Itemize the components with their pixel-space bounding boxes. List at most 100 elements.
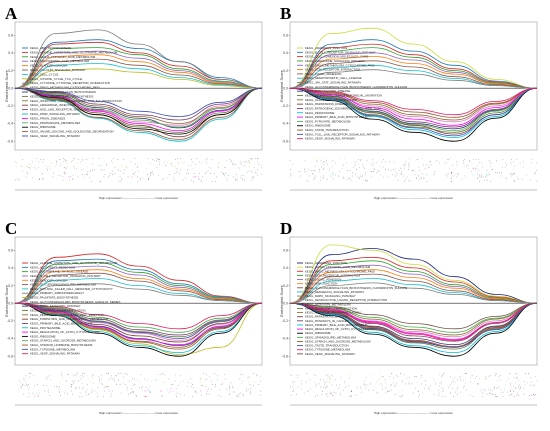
legend-entry: KEGG_BLADDER_CANCER xyxy=(30,64,67,68)
series-line xyxy=(14,302,263,350)
plot-frame xyxy=(14,236,263,366)
legend-entry: KEGG_ABC_TRANSPORTERS xyxy=(30,46,71,50)
legend-entry: KEGG_ADHERENS_JUNCTION xyxy=(305,46,347,50)
legend-entry: KEGG_GLYCOSAMINOGLYCAN_BIOSYNTHESIS_CHON… xyxy=(305,85,407,89)
legend-entry: KEGG_STARCH_AND_SUCROSE_METABOLISM xyxy=(30,339,96,343)
series-line xyxy=(14,87,263,133)
panel-a: A 0.6 0.4 0.2 0.0 -0.2 -0.4 -0.6 Enrichment Scor… xyxy=(0,0,275,215)
legend-entry: KEGG_PYRUVATE_METABOLISM xyxy=(305,119,351,123)
y-tick-label: 0.4 xyxy=(8,266,13,270)
series-line xyxy=(14,87,263,121)
legend-entry: KEGG_REGULATION_OF_ACTIN_CYTOSKELETON xyxy=(30,330,99,334)
series-line xyxy=(289,43,538,89)
series-line xyxy=(289,55,538,89)
y-tick-label: 0.6 xyxy=(283,248,288,252)
legend-entry: KEGG_GLYCOSPHINGOLIPID_BIOSYNTHESIS xyxy=(30,94,93,98)
legend-entry: KEGG_ALLOGRAFT_REJECTION xyxy=(30,265,75,269)
legend-entry: KEGG_OLFACTORY_TRANSDUCTION xyxy=(305,306,357,310)
legend-entry: KEGG_RIBOSOME xyxy=(305,331,331,335)
panel-d: D 0.6 0.4 0.2 0.0 -0.2 -0.4 -0.6 Enrichment Scor… xyxy=(275,215,550,430)
hit-barcode-strip xyxy=(290,373,538,397)
x-axis-label: High expression<------------------------… xyxy=(374,411,454,415)
legend-entry: KEGG_BLADDER_CANCER xyxy=(30,278,67,282)
y-tick-label: -0.2 xyxy=(7,319,13,323)
legend-entry: KEGG_FOCAL_ADHESION xyxy=(305,72,341,76)
legend-entry: KEGG_ECM_RECEPTOR_INTERACTION xyxy=(305,273,360,277)
series-line xyxy=(289,87,538,121)
series-line xyxy=(14,87,263,128)
y-tick-label: 0.0 xyxy=(8,301,13,305)
legend-entry: KEGG_CITRATE_CYCLE_TCA_CYCLE xyxy=(30,77,82,81)
legend-entry: KEGG_MAPK_SIGNALING_PATHWAY xyxy=(305,294,356,298)
series-line xyxy=(14,302,263,354)
series-line xyxy=(289,260,538,304)
legend-entry: KEGG_VEGF_SIGNALING_PATHWAY xyxy=(305,352,355,356)
legend-entry: KEGG_DRUG_METABOLISM_CYTOCHROME_P450 xyxy=(305,269,375,273)
gsea-chart-a: A 0.6 0.4 0.2 0.0 -0.2 -0.4 -0.6 Enrichment Scor… xyxy=(4,4,263,200)
y-tick-label: 0.4 xyxy=(283,51,288,55)
legend-entry: KEGG_RIBOSOME xyxy=(30,125,56,129)
y-tick-label: -0.6 xyxy=(7,139,13,143)
series-line xyxy=(289,87,538,132)
series-line xyxy=(289,87,538,139)
legend-entry: KEGG_NATURAL_KILLER_CELL_MEDIATED_CYTOTO… xyxy=(30,287,113,291)
legend-entry: KEGG_LEISHMANIA_INFECTION xyxy=(30,103,75,107)
panel-letter: C xyxy=(5,219,17,238)
legend-entry: KEGG_PRION_DISEASES xyxy=(30,116,65,120)
series-line xyxy=(14,283,263,304)
y-axis-label: Enrichment Score xyxy=(279,69,284,102)
legend-entry: KEGG_VEGF_SIGNALING_PATHWAY xyxy=(30,352,80,356)
panel-letter: B xyxy=(280,4,291,23)
legend-entry: KEGG_TASTE_TRANSDUCTION xyxy=(305,344,349,348)
legend-entry: KEGG_STARCH_AND_SUCROSE_METABOLISM xyxy=(305,339,371,343)
legend-entry: KEGG_TYROSINE_METABOLISM xyxy=(305,348,351,352)
legend-entry: KEGG_PATHOGENIC_ESCHERICHIA_COLI_INFECTI… xyxy=(305,106,381,110)
series-line xyxy=(289,69,538,89)
legend-entry: KEGG_PARKINSONS_DISEASE xyxy=(305,315,348,319)
series-line xyxy=(289,87,538,142)
series-line xyxy=(14,258,263,304)
plot-frame xyxy=(289,236,538,366)
legend-entry: KEGG_NEUROACTIVE_LIGAND_RECEPTOR_INTERAC… xyxy=(305,298,387,302)
y-axis-label: Enrichment Score xyxy=(4,284,9,317)
series-line xyxy=(14,50,263,89)
panel-b: B 0.6 0.4 0.2 0.0 -0.2 -0.4 -0.6 Enrichment Scor… xyxy=(275,0,550,215)
y-tick-label: -0.6 xyxy=(282,139,288,143)
series-line xyxy=(289,244,538,304)
legend-entry: KEGG_HUNTINGTONS_DISEASE xyxy=(305,89,350,93)
series-line xyxy=(14,63,263,89)
legend-entry: KEGG_B_CELL_RECEPTOR_SIGNALING_PATHWAY xyxy=(305,50,376,54)
series-line xyxy=(289,302,538,348)
x-axis-label: High expression<------------------------… xyxy=(99,411,179,415)
legend-entry: KEGG_PRIMARY_IMMUNODEFICIENCY xyxy=(30,291,84,295)
legend-entry: KEGG_ALPHA_LINOLENIC_ACID_METABOLISM xyxy=(30,55,96,59)
legend-entry: KEGG_ALANINE_ASPARTATE_AND_GLUTAMATE_MET… xyxy=(30,50,118,54)
legend-entry: KEGG_NITROGEN_METABOLISM xyxy=(305,302,351,306)
series-line xyxy=(289,87,538,123)
y-tick-label: 0.2 xyxy=(283,284,288,288)
panel-letter: A xyxy=(5,4,18,23)
legend-entry: KEGG_MAPK_SIGNALING_PATHWAY xyxy=(30,304,81,308)
y-tick-label: -0.4 xyxy=(7,337,13,341)
legend-entry: KEGG_PROPANOATE_METABOLISM xyxy=(30,121,81,125)
y-tick-label: 0.0 xyxy=(8,86,13,90)
y-tick-label: 0.0 xyxy=(283,86,288,90)
series-line xyxy=(14,54,263,89)
legend-entry: KEGG_REGULATION_OF_ACTIN_CYTOSKELETON xyxy=(305,327,374,331)
legend-entry: KEGG_PPAR_SIGNALING_PATHWAY xyxy=(30,112,80,116)
legend-entry: KEGG_ECM_RECEPTOR_INTERACTION xyxy=(305,68,360,72)
legend-entry: KEGG_STEROID_HORMONE_BIOSYNTHESIS xyxy=(30,343,93,347)
y-tick-label: -0.6 xyxy=(7,354,13,358)
legend-entry: KEGG_PARKINSONS_DISEASE xyxy=(305,102,348,106)
legend-entry: KEGG_AUTOIMMUNE_THYROID_DISEASE xyxy=(30,270,88,274)
y-tick-label: -0.2 xyxy=(282,104,288,108)
series-line xyxy=(289,302,538,357)
legend-entry: KEGG_CYTOKINE_CYTOKINE_RECEPTOR_INTERACT… xyxy=(30,81,110,85)
legend-entry: KEGG_GLYCOSAMINOGLYCAN_BIOSYNTHESIS_CHON… xyxy=(305,286,407,290)
y-tick-label: 0.6 xyxy=(8,33,13,37)
legend-entry: KEGG_PRIMARY_BILE_ACID_BIOSYNTHESIS xyxy=(305,323,368,327)
legend-entry: KEGG_VALINE_LEUCINE_AND_ISOLEUCINE_DEGRA… xyxy=(30,130,114,134)
plot-frame xyxy=(289,21,538,151)
legend-entry: KEGG_PORPHYRIN_AND_CHLOROPHYLL_METABOLIS… xyxy=(30,317,109,321)
hit-barcode-strip xyxy=(289,158,538,182)
